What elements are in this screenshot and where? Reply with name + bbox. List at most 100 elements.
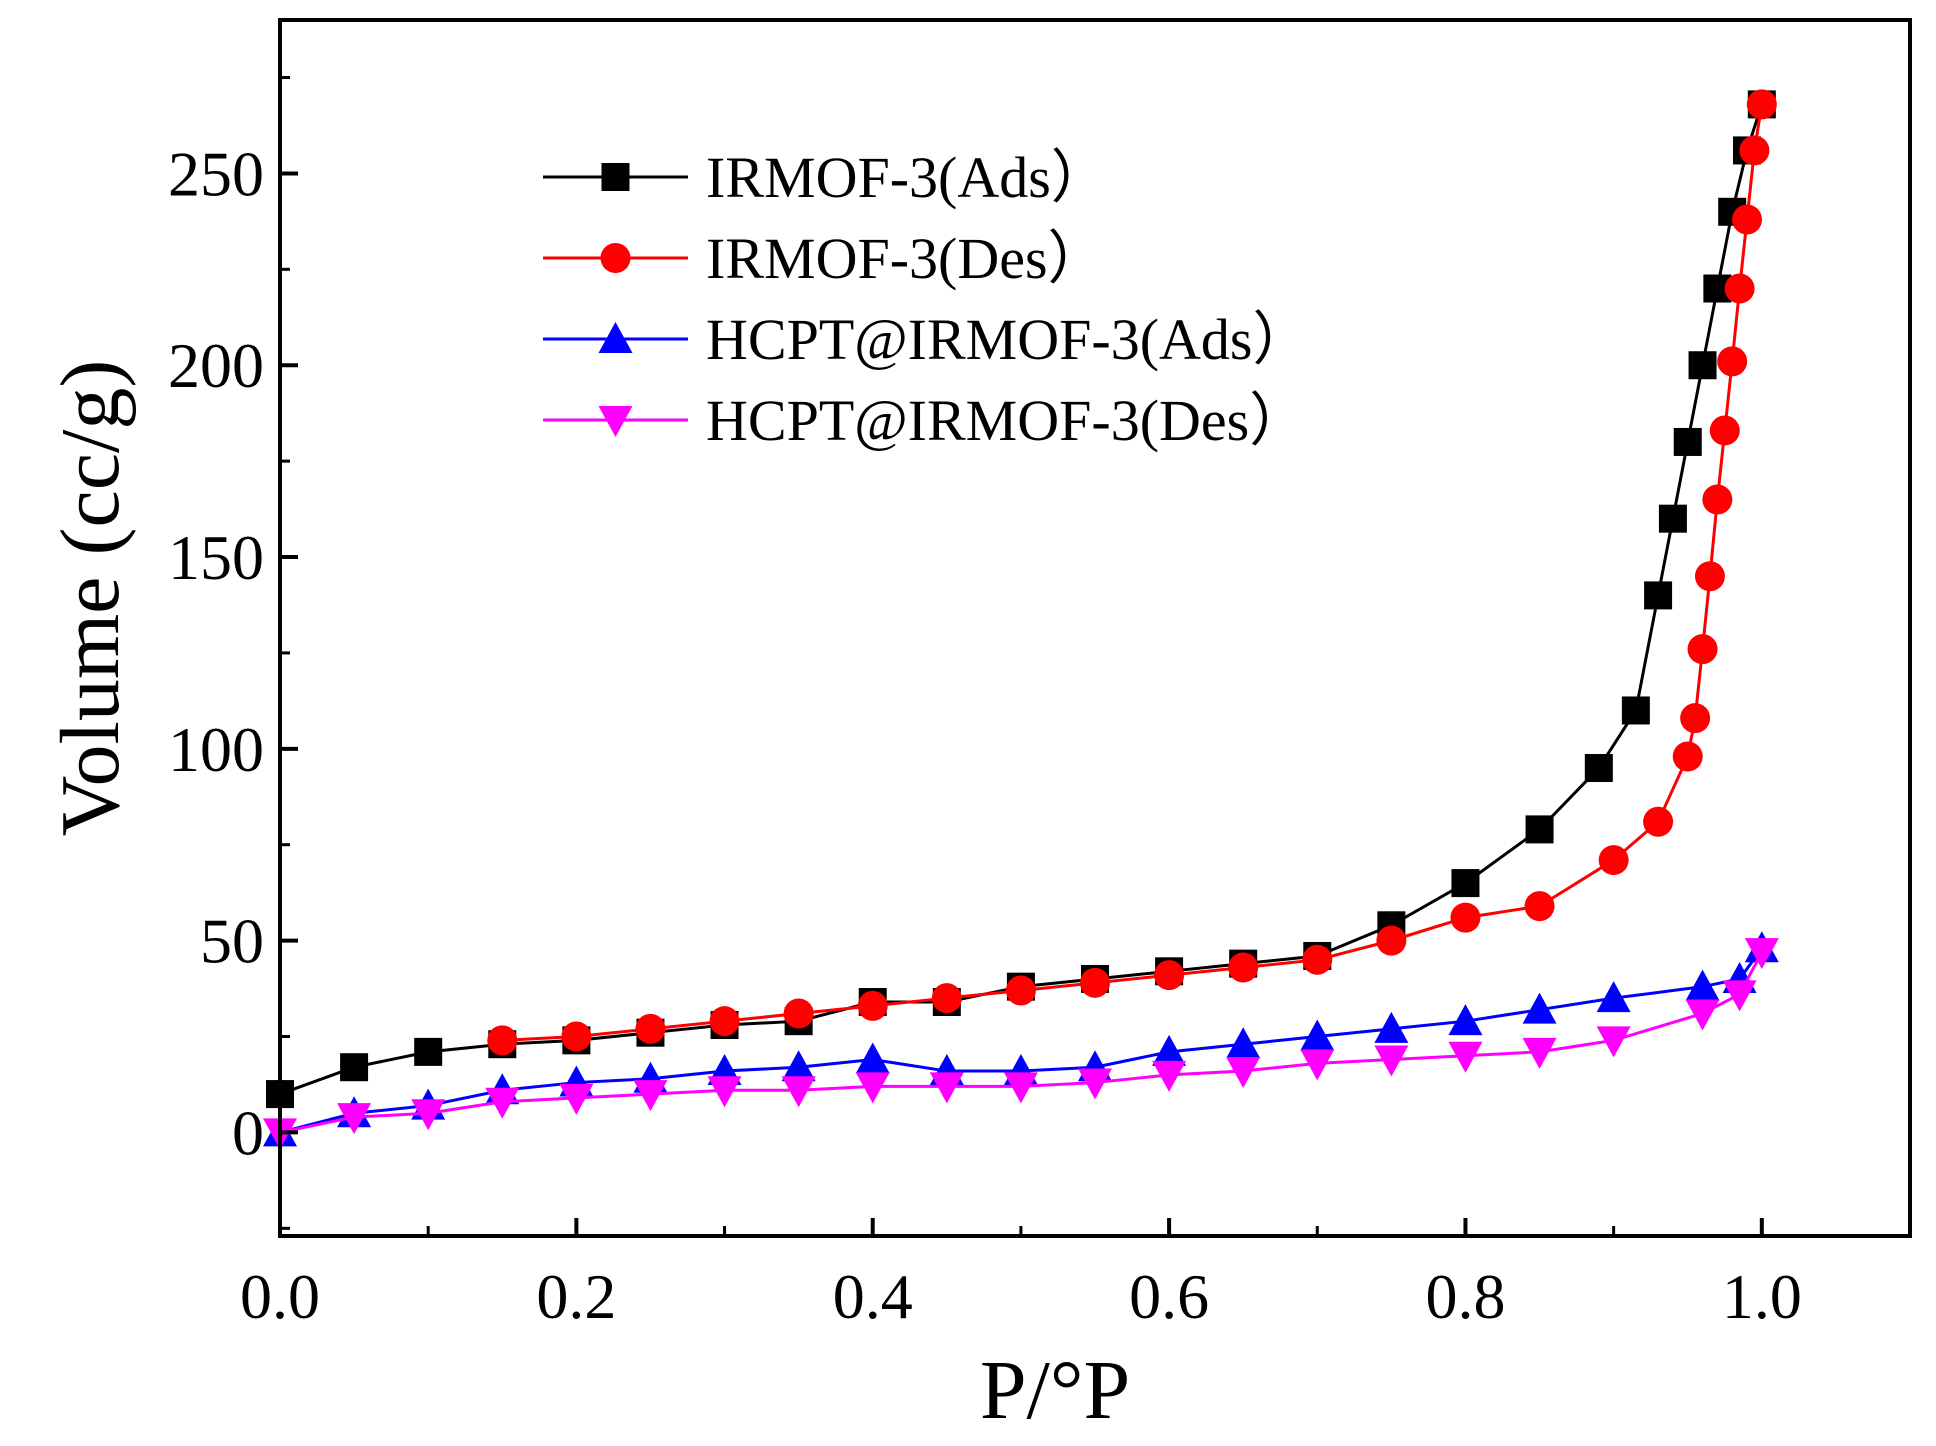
data-point — [1584, 754, 1613, 783]
data-point — [1673, 427, 1702, 456]
data-point — [635, 1013, 666, 1044]
legend-entry: HCPT@IRMOF-3(Des） — [543, 388, 1307, 453]
data-point — [337, 1103, 372, 1135]
data-point — [1694, 561, 1725, 592]
data-point — [1003, 1072, 1038, 1104]
legend-label: IRMOF-3(Ads） — [706, 145, 1109, 210]
data-point — [781, 1076, 816, 1108]
series-line — [279, 951, 1764, 1134]
data-point — [1744, 938, 1779, 970]
data-point — [781, 1050, 816, 1082]
data-point — [1451, 869, 1480, 898]
data-point — [1687, 634, 1718, 665]
y-tick-label: 100 — [168, 714, 264, 785]
data-point — [1746, 89, 1777, 120]
y-axis-title: Volume (cc/g) — [44, 360, 137, 837]
data-point — [1300, 1049, 1335, 1081]
plot-frame — [278, 18, 1912, 1238]
legend-label: HCPT@IRMOF-3(Des） — [706, 388, 1307, 453]
legend-entry: IRMOF-3(Ads） — [543, 145, 1109, 210]
data-point — [707, 1076, 742, 1108]
data-point — [1685, 969, 1720, 1001]
y-tick-label: 200 — [168, 330, 264, 401]
data-point — [414, 1037, 443, 1066]
legend-marker — [598, 322, 633, 353]
x-tick-label: 0.6 — [1129, 1261, 1209, 1332]
data-point — [709, 1006, 740, 1037]
data-point — [1152, 1060, 1187, 1092]
legend-marker — [600, 243, 631, 273]
axis-layer: 0.0 0.2 0.4 0.6 0.8 1.0 0 50 100 150 200 250 — [168, 76, 1912, 1332]
data-point — [487, 1025, 518, 1056]
series-layer — [263, 89, 1779, 1150]
data-point — [857, 990, 888, 1021]
y-tick-label: 250 — [168, 138, 264, 209]
data-point — [929, 1072, 964, 1104]
data-point — [1680, 703, 1711, 734]
data-point — [1644, 581, 1673, 610]
y-tick-label: 0 — [232, 1097, 264, 1168]
x-tick-label: 0.0 — [240, 1261, 320, 1332]
data-point — [1621, 696, 1650, 725]
legend-marker — [598, 406, 633, 437]
legend-marker — [601, 163, 630, 191]
data-point — [1450, 902, 1481, 933]
data-point — [1152, 1034, 1187, 1066]
data-point — [1643, 806, 1674, 837]
data-point — [1702, 484, 1733, 515]
data-point — [1717, 346, 1748, 377]
data-point — [1228, 952, 1259, 983]
data-point — [1154, 960, 1185, 991]
legend-label: IRMOF-3(Des） — [706, 226, 1106, 291]
data-point — [855, 1072, 890, 1104]
data-point — [1658, 504, 1687, 533]
y-tick-label: 150 — [168, 522, 264, 593]
data-point — [1525, 815, 1554, 844]
legend-entry: IRMOF-3(Des） — [543, 226, 1106, 291]
data-point — [1596, 981, 1631, 1013]
data-point — [1078, 1068, 1112, 1100]
legend-entry: HCPT@IRMOF-3(Ads） — [543, 307, 1310, 372]
data-point — [1448, 1041, 1483, 1073]
data-point — [1376, 925, 1407, 956]
x-tick-label: 0.8 — [1425, 1261, 1505, 1332]
series-4 — [263, 938, 1779, 1150]
data-point — [783, 998, 814, 1029]
data-point — [931, 983, 962, 1014]
series-line — [502, 104, 1764, 1042]
x-tick-label: 0.2 — [536, 1261, 616, 1332]
data-point — [1080, 967, 1110, 998]
data-point — [1685, 999, 1720, 1031]
x-axis-title: P/°P — [980, 1344, 1130, 1437]
y-tick-label: 50 — [200, 906, 264, 977]
data-point — [1524, 891, 1555, 922]
data-point — [1226, 1057, 1261, 1089]
data-point — [1302, 944, 1333, 975]
data-point — [1598, 845, 1629, 876]
data-point — [1374, 1011, 1409, 1043]
data-point — [1522, 1037, 1557, 1069]
data-point — [340, 1053, 369, 1082]
data-point — [1688, 351, 1717, 380]
data-point — [1724, 273, 1755, 304]
data-point — [1300, 1019, 1335, 1051]
data-point — [1732, 204, 1762, 235]
data-point — [1596, 1026, 1631, 1058]
data-point — [1672, 741, 1703, 772]
data-point — [485, 1087, 520, 1119]
series-line — [279, 103, 1764, 1096]
data-point — [1739, 135, 1770, 166]
x-tick-label: 0.4 — [833, 1261, 913, 1332]
data-point — [411, 1099, 446, 1131]
legend-label: HCPT@IRMOF-3(Ads） — [706, 307, 1310, 372]
data-point — [1374, 1045, 1409, 1077]
series-2 — [487, 89, 1777, 1056]
data-point — [855, 1042, 890, 1074]
x-tick-label: 1.0 — [1722, 1261, 1802, 1332]
data-point — [1448, 1004, 1483, 1036]
data-point — [1522, 992, 1557, 1024]
data-point — [1709, 415, 1740, 446]
data-point — [1226, 1027, 1261, 1059]
